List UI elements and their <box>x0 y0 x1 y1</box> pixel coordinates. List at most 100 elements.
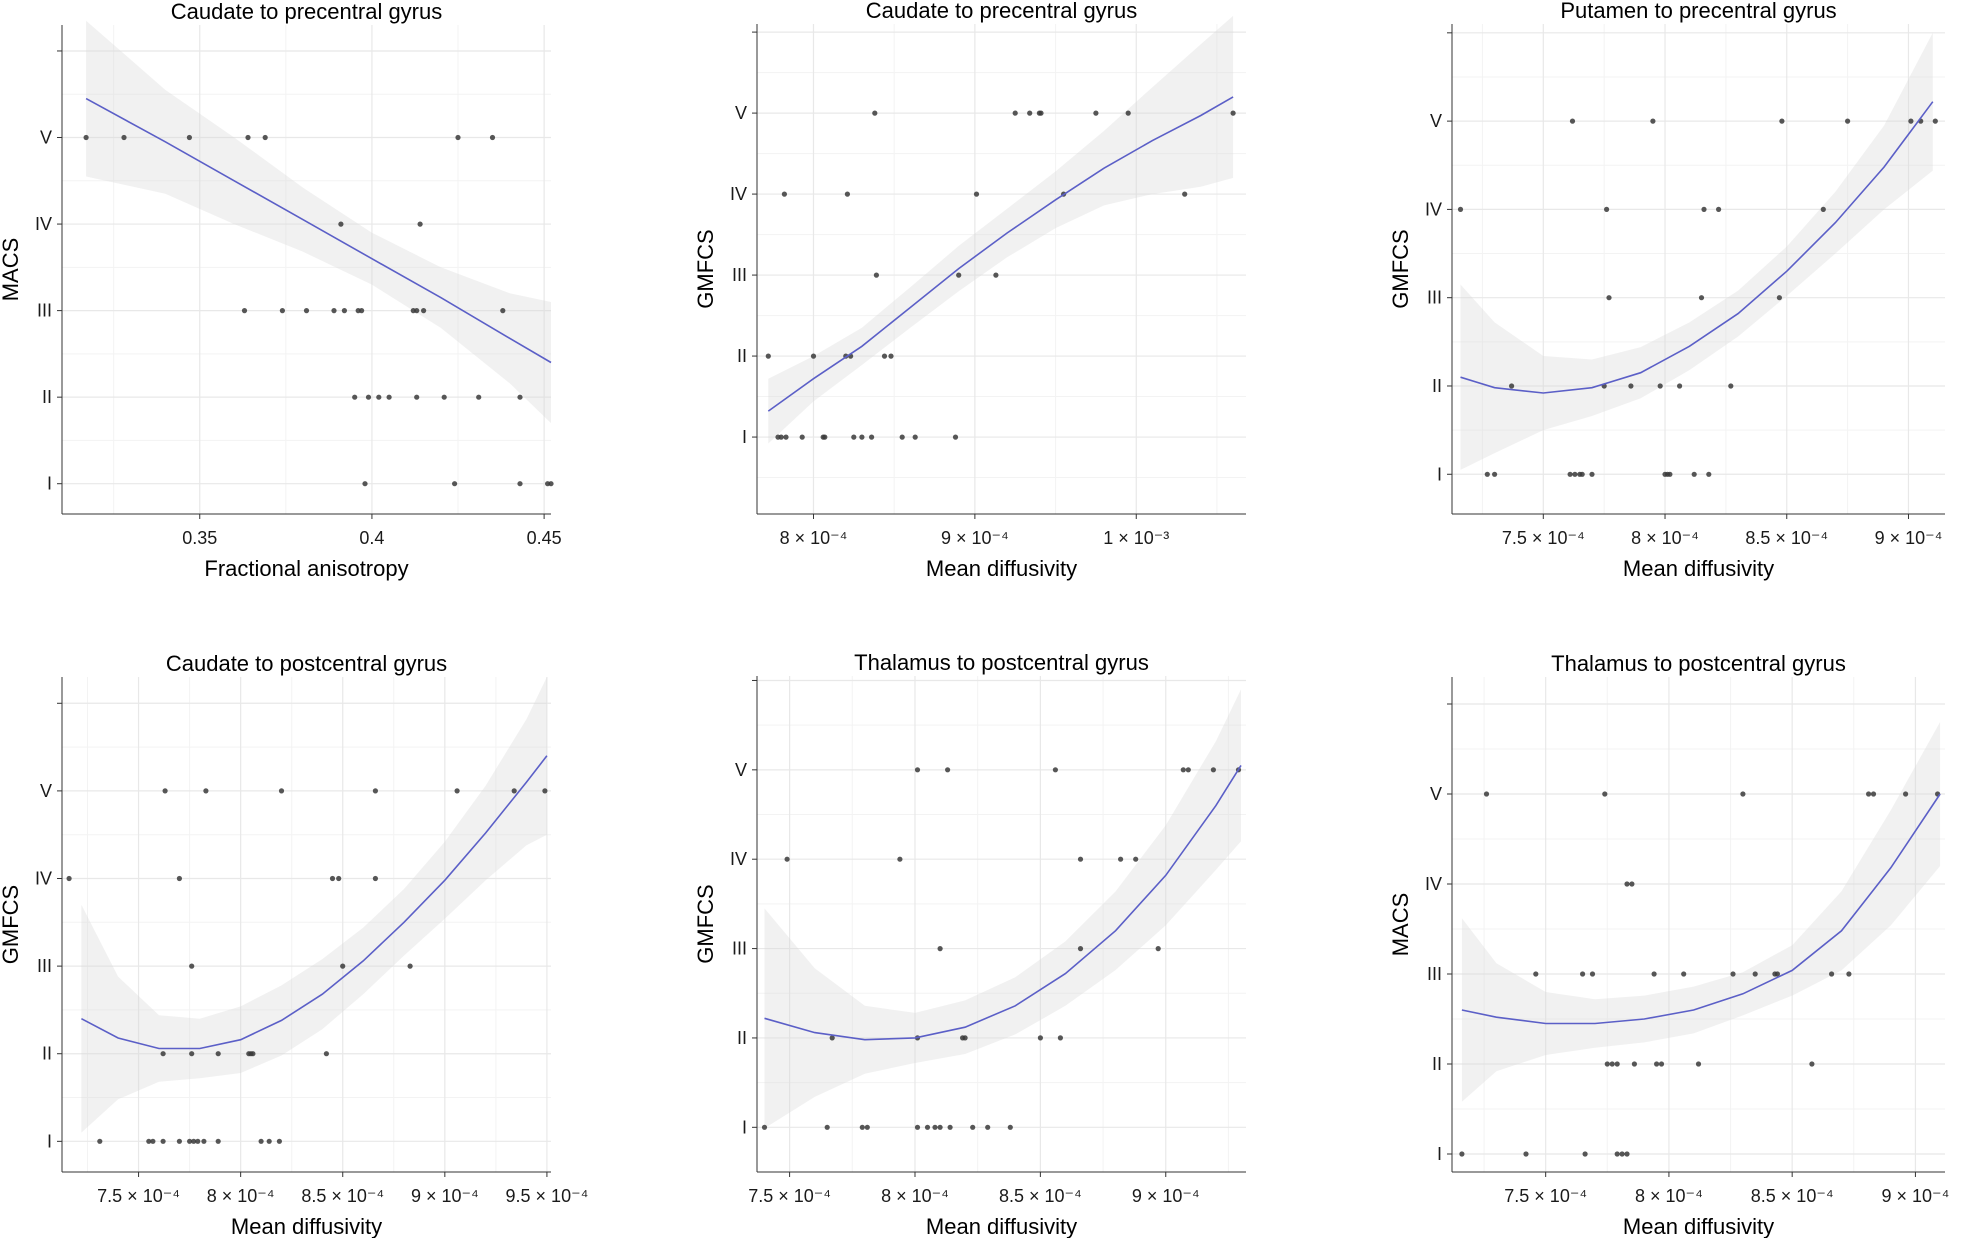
data-point <box>340 963 346 969</box>
data-point <box>189 963 195 969</box>
data-point <box>1185 767 1191 773</box>
data-point <box>386 394 392 400</box>
data-point <box>859 434 865 440</box>
data-point <box>912 434 918 440</box>
data-point <box>97 1138 103 1144</box>
data-point <box>897 856 903 862</box>
data-point <box>1210 767 1216 773</box>
data-point <box>1650 118 1656 124</box>
data-point <box>1730 971 1736 977</box>
y-tick-label: II <box>1432 1054 1442 1074</box>
data-point <box>985 1124 991 1130</box>
data-point <box>1681 971 1687 977</box>
data-point <box>844 191 851 197</box>
data-point <box>1651 971 1657 977</box>
data-point <box>303 308 310 314</box>
data-point <box>215 1138 221 1144</box>
data-point <box>784 856 790 862</box>
data-point <box>914 767 921 773</box>
x-tick-label: 8 × 10⁻⁴ <box>1631 528 1699 548</box>
data-point <box>937 1124 943 1130</box>
data-point <box>278 788 285 794</box>
data-point <box>341 308 347 314</box>
plot-background <box>757 24 1246 514</box>
data-point <box>914 1124 921 1130</box>
x-axis-label: Mean diffusivity <box>1623 1214 1774 1238</box>
data-point <box>1614 1151 1620 1157</box>
chart-title: Thalamus to postcentral gyrus <box>854 650 1149 675</box>
data-point <box>781 191 788 197</box>
data-point <box>1629 881 1635 887</box>
data-point <box>869 434 875 440</box>
data-point <box>1667 471 1673 477</box>
data-point <box>258 1138 264 1144</box>
data-point <box>973 191 980 197</box>
data-point <box>1492 471 1498 477</box>
data-point <box>1077 856 1084 862</box>
y-tick-label: III <box>37 956 52 976</box>
data-point <box>1846 971 1852 977</box>
plot-background <box>757 676 1246 1172</box>
fit-line <box>767 96 1234 412</box>
data-point <box>203 788 209 794</box>
data-point <box>1012 110 1018 116</box>
x-tick-label: 8.5 × 10⁻⁴ <box>999 1186 1082 1206</box>
data-point <box>1579 471 1585 477</box>
data-point <box>1027 110 1033 116</box>
data-point <box>1701 206 1707 212</box>
data-point <box>1870 791 1877 797</box>
data-point <box>952 434 959 440</box>
x-tick-label: 8.5 × 10⁻⁴ <box>301 1186 384 1206</box>
data-point <box>1677 383 1683 389</box>
data-point <box>121 134 127 141</box>
y-tick-label: I <box>1437 1144 1442 1164</box>
data-point <box>414 394 420 400</box>
data-point <box>1774 971 1780 977</box>
data-point <box>250 1051 256 1057</box>
data-point <box>1908 118 1914 124</box>
data-point <box>822 434 828 440</box>
data-point <box>872 110 878 116</box>
data-point <box>1569 118 1576 124</box>
data-point <box>1093 110 1099 116</box>
data-point <box>970 1124 976 1130</box>
data-point <box>500 308 506 314</box>
data-point <box>993 272 999 278</box>
data-point <box>66 875 72 882</box>
data-point <box>864 1124 870 1130</box>
data-point <box>1614 1061 1620 1067</box>
data-point <box>1483 791 1490 797</box>
x-tick-label: 7.5 × 10⁻⁴ <box>1504 1186 1587 1206</box>
data-point <box>1657 383 1663 389</box>
plot-background <box>1452 677 1945 1172</box>
data-point <box>1698 295 1705 301</box>
data-point <box>859 1124 865 1130</box>
data-point <box>1728 383 1734 389</box>
data-point <box>1459 1151 1465 1157</box>
fit-line <box>764 764 1242 1041</box>
data-point <box>276 1138 282 1144</box>
y-tick-label: V <box>735 103 747 123</box>
data-point <box>215 1051 221 1057</box>
x-tick-label: 1 × 10⁻³ <box>1103 528 1169 548</box>
data-point <box>146 1138 152 1144</box>
data-point <box>1619 1151 1625 1157</box>
y-tick-label: III <box>37 301 52 321</box>
data-point <box>195 1138 201 1144</box>
x-tick-label: 0.45 <box>527 528 562 548</box>
data-point <box>1631 1061 1637 1067</box>
y-tick-label: IV <box>730 849 747 869</box>
data-point <box>1125 110 1131 116</box>
data-point <box>1624 1151 1630 1157</box>
chart-title: Caudate to precentral gyrus <box>866 0 1138 23</box>
data-point <box>1037 1035 1043 1041</box>
x-axis-label: Mean diffusivity <box>926 556 1077 581</box>
data-point <box>417 221 423 227</box>
data-point <box>1829 971 1835 977</box>
data-point <box>160 1051 166 1057</box>
y-tick-label: IV <box>35 869 52 889</box>
data-point <box>1866 791 1872 797</box>
y-tick-label: II <box>737 1028 747 1048</box>
